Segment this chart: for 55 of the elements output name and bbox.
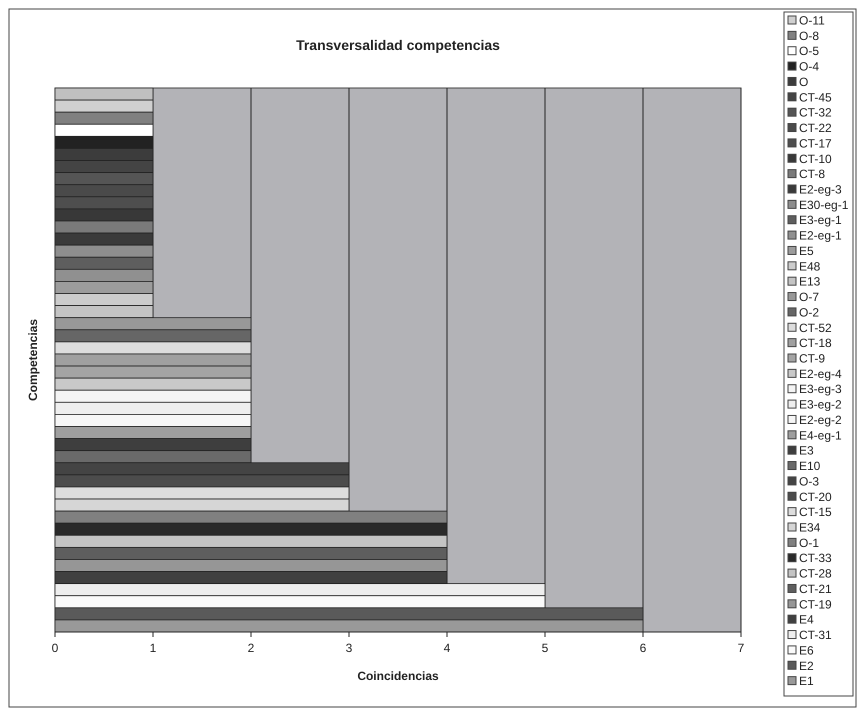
x-tick-label: 0 xyxy=(52,641,59,655)
legend-label: CT-9 xyxy=(799,352,826,366)
x-tick-label: 5 xyxy=(542,641,549,655)
legend-label: E5 xyxy=(799,244,814,258)
legend-label: CT-31 xyxy=(799,628,832,642)
legend-label: O xyxy=(799,74,808,89)
legend-label: E3 xyxy=(799,444,814,458)
legend-label: O-7 xyxy=(799,290,820,304)
x-tick-label: 3 xyxy=(346,641,353,655)
legend-label: E3-eg-2 xyxy=(799,398,842,412)
legend-label: CT-32 xyxy=(799,106,832,120)
x-tick-label: 4 xyxy=(444,641,451,655)
legend-label: E48 xyxy=(799,259,821,274)
legend-label: CT-10 xyxy=(799,152,832,166)
legend-label: E2-eg-4 xyxy=(799,366,842,381)
legend-label: O-3 xyxy=(799,474,820,488)
legend-label: E6 xyxy=(799,643,814,658)
legend-label: CT-45 xyxy=(799,90,832,104)
x-tick-label: 1 xyxy=(150,641,157,655)
legend-label: E2-eg-2 xyxy=(799,412,842,427)
x-axis-title: Coincidencias xyxy=(357,669,440,683)
legend-label: E10 xyxy=(799,459,821,474)
legend-label: O-1 xyxy=(799,536,820,550)
legend-label: CT-19 xyxy=(799,597,832,612)
legend-label: O-2 xyxy=(799,305,820,320)
legend-label: CT-20 xyxy=(799,490,832,504)
x-tick-label: 2 xyxy=(248,641,255,655)
legend-label: CT-21 xyxy=(799,582,832,596)
legend-label: E2 xyxy=(799,658,814,673)
legend-label: CT-17 xyxy=(799,136,832,150)
legend-label: E1 xyxy=(799,674,814,688)
legend-label: CT-33 xyxy=(799,551,832,566)
legend-label: CT-18 xyxy=(799,336,832,350)
legend-label: CT-22 xyxy=(799,121,832,136)
legend-label: E2-eg-1 xyxy=(799,228,842,243)
legend-label: E13 xyxy=(799,274,821,289)
chart-title: Transversalidad competencias xyxy=(296,37,500,53)
legend-label: O-4 xyxy=(799,60,820,74)
legend-label: E4 xyxy=(799,612,814,627)
legend-label: O-5 xyxy=(799,44,820,58)
legend-label: CT-8 xyxy=(799,167,826,182)
legend-label: E3-eg-3 xyxy=(799,382,842,396)
legend-label: E4-eg-1 xyxy=(799,428,842,442)
legend-label: CT-15 xyxy=(799,505,832,520)
x-tick-label: 7 xyxy=(738,641,745,655)
legend-label: O-11 xyxy=(799,14,826,28)
legend-label: E3-eg-1 xyxy=(799,213,842,228)
legend-label: CT-28 xyxy=(799,566,832,581)
legend-label: E34 xyxy=(799,520,821,534)
x-tick-label: 6 xyxy=(640,641,647,655)
legend-label: E30-eg-1 xyxy=(799,198,849,212)
legend-label: E2-eg-3 xyxy=(799,182,842,196)
legend-label: CT-52 xyxy=(799,320,832,335)
y-axis-title: Competencias xyxy=(26,318,40,402)
legend-label: O-8 xyxy=(799,28,820,43)
